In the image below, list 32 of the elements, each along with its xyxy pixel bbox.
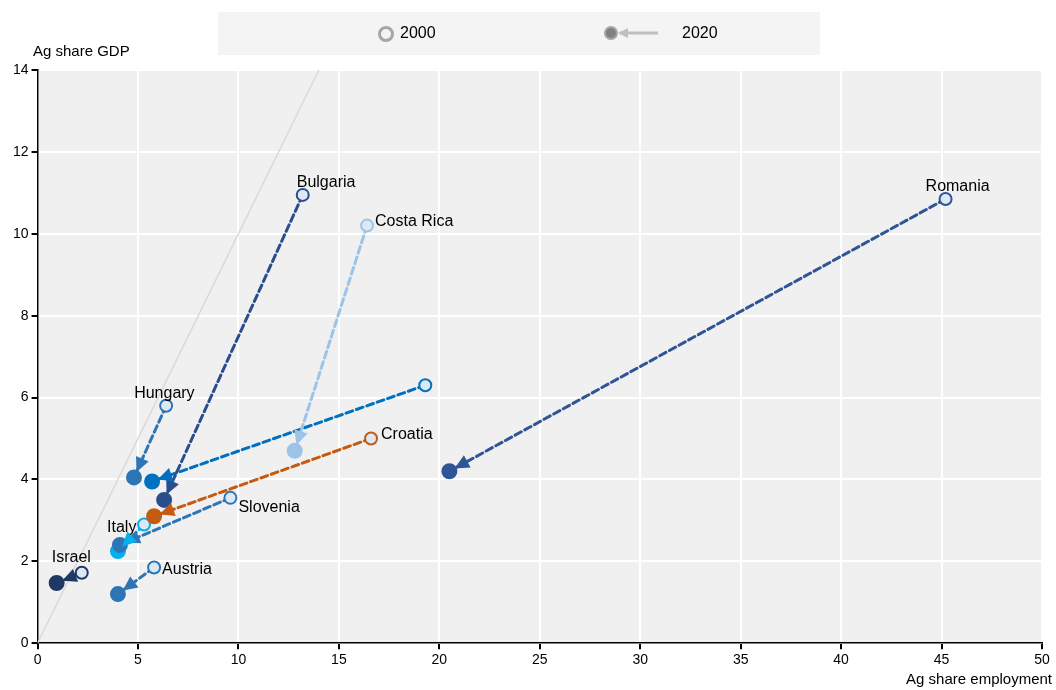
series-label: Croatia [381, 424, 433, 442]
x-tick-label: 15 [331, 651, 347, 668]
y-tick-label: 12 [12, 142, 29, 159]
y-tick-label: 10 [12, 224, 29, 241]
series-label: Austria [162, 559, 212, 577]
y-tick-label: 8 [20, 306, 29, 323]
y-tick-label: 0 [20, 634, 29, 651]
series-label: Costa Rica [375, 211, 454, 229]
series-label: Italy [107, 517, 137, 535]
y-tick-label: 14 [12, 60, 29, 77]
series-label: Slovenia [238, 498, 300, 516]
x-tick-label: 10 [230, 651, 247, 668]
series-label: Romania [925, 177, 990, 195]
x-tick-label: 30 [632, 651, 649, 668]
x-tick-label: 40 [833, 651, 850, 668]
y-tick-label: 4 [20, 470, 29, 487]
x-tick-label: 5 [134, 651, 143, 668]
x-axis-title: Ag share employment [906, 670, 1052, 687]
text: 2020 [682, 24, 718, 42]
x-tick-label: 0 [33, 651, 42, 668]
x-tick-label: 35 [732, 651, 749, 668]
text: 2000 [400, 24, 436, 42]
x-tick-label: 45 [933, 651, 950, 668]
y-tick-label: 2 [20, 552, 29, 569]
series-label: Israel [51, 548, 91, 566]
y-axis-title: Ag share GDP [33, 42, 130, 59]
x-tick-label: 20 [431, 651, 448, 668]
x-tick-label: 50 [1034, 651, 1050, 668]
series-label: Hungary [134, 384, 195, 402]
series-label: Bulgaria [296, 173, 356, 191]
x-tick-label: 25 [532, 651, 548, 668]
y-tick-label: 6 [20, 388, 29, 405]
